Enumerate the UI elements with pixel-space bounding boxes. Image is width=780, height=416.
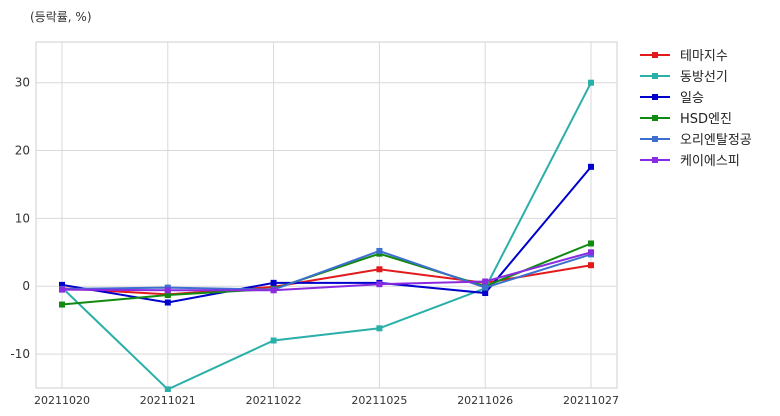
- legend-item: 일승: [640, 86, 752, 107]
- series-line: [61, 166, 592, 304]
- x-tick-label: 20211027: [563, 394, 619, 407]
- series-0: [59, 262, 594, 298]
- data-point: [588, 262, 594, 269]
- data-point: [164, 386, 171, 392]
- series-lines: [59, 79, 594, 392]
- legend-swatch: [640, 112, 670, 124]
- grid: [35, 41, 618, 389]
- data-point: [59, 286, 65, 293]
- plot-frame: [35, 41, 618, 389]
- y-tick-label: -10: [10, 347, 30, 361]
- data-point: [482, 284, 489, 291]
- legend-swatch: [640, 154, 670, 166]
- x-tick-label: 20211022: [246, 394, 302, 407]
- legend-item: HSD엔진: [640, 107, 752, 128]
- legend-item: 테마지수: [640, 44, 752, 65]
- legend-item: 케이에스피: [640, 149, 752, 170]
- data-point: [588, 249, 594, 256]
- legend-swatch: [640, 133, 670, 145]
- data-point: [164, 299, 171, 306]
- data-point: [59, 301, 65, 308]
- y-tick-label: 0: [22, 279, 30, 293]
- y-tick-label: 20: [15, 144, 30, 158]
- x-tick-label: 20211025: [351, 394, 407, 407]
- legend-item: 오리엔탈정공: [640, 128, 752, 149]
- data-point: [164, 292, 171, 299]
- y-tick-label: 10: [15, 211, 30, 225]
- data-point: [270, 287, 277, 294]
- data-point: [482, 278, 489, 285]
- unit-note: (등락률, %): [30, 10, 92, 24]
- legend-swatch: [640, 70, 670, 82]
- legend-label: 동방선기: [680, 70, 728, 85]
- series-1: [59, 79, 594, 392]
- data-point: [59, 281, 65, 288]
- x-tick-label: 20211026: [457, 394, 513, 407]
- data-point: [270, 337, 277, 344]
- data-point: [376, 281, 383, 288]
- data-point: [376, 325, 383, 332]
- data-point: [588, 163, 594, 170]
- y-tick-label: 30: [15, 76, 30, 90]
- legend-label: 케이에스피: [680, 154, 740, 169]
- series-line: [61, 249, 592, 291]
- legend-label: 오리엔탈정공: [680, 133, 752, 148]
- series-line: [61, 82, 592, 391]
- data-point: [376, 266, 383, 273]
- data-point: [164, 287, 171, 294]
- legend-item: 동방선기: [640, 65, 752, 86]
- legend-swatch: [640, 49, 670, 61]
- x-tick-labels: 20211020 20211021 20211022 20211025 20211026…: [34, 394, 619, 407]
- legend-label: 테마지수: [680, 49, 728, 64]
- y-tick-labels: -10 0 10 20 30: [10, 76, 30, 361]
- data-point: [588, 79, 594, 86]
- data-point: [376, 247, 383, 254]
- data-point: [482, 290, 489, 297]
- legend-label: HSD엔진: [680, 112, 732, 127]
- data-point: [270, 279, 277, 286]
- x-tick-label: 20211020: [34, 394, 90, 407]
- data-point: [588, 240, 594, 247]
- legend-label: 일승: [680, 91, 704, 106]
- x-tick-label: 20211021: [140, 394, 196, 407]
- series-5: [59, 249, 594, 294]
- series-line: [61, 251, 592, 292]
- legend-swatch: [640, 91, 670, 103]
